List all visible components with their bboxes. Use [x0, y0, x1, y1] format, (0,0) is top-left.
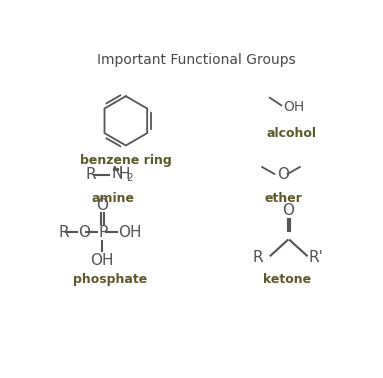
Text: R: R: [58, 225, 69, 240]
Text: R: R: [86, 167, 97, 182]
Text: P: P: [98, 225, 107, 240]
Text: OH: OH: [90, 253, 114, 268]
Text: N: N: [111, 166, 123, 181]
Text: 2: 2: [126, 173, 133, 183]
Text: Important Functional Groups: Important Functional Groups: [97, 53, 295, 67]
Text: alcohol: alcohol: [267, 127, 316, 140]
Text: O: O: [277, 167, 289, 182]
Text: amine: amine: [91, 192, 134, 204]
Text: OH: OH: [118, 225, 142, 240]
Text: ether: ether: [265, 192, 303, 204]
Text: R: R: [252, 250, 263, 265]
Text: O: O: [282, 203, 294, 218]
Text: R': R': [308, 250, 323, 265]
Text: H: H: [119, 167, 130, 182]
Text: OH: OH: [284, 100, 305, 114]
Text: phosphate: phosphate: [73, 273, 147, 286]
Text: O: O: [78, 225, 90, 240]
Text: ketone: ketone: [264, 273, 312, 286]
Text: benzene ring: benzene ring: [80, 154, 172, 167]
Text: O: O: [96, 198, 108, 213]
